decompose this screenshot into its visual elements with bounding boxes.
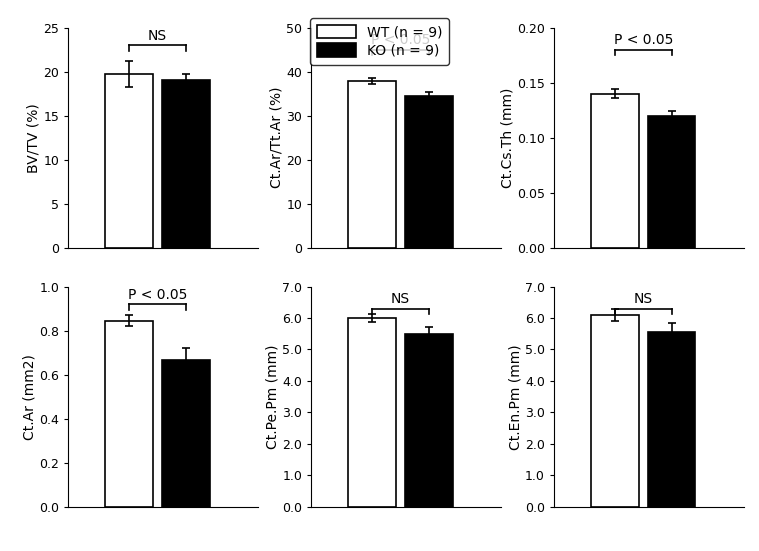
- Bar: [648, 332, 695, 507]
- Bar: [106, 74, 153, 248]
- Bar: [648, 116, 695, 248]
- Y-axis label: Ct.Cs.Th (mm): Ct.Cs.Th (mm): [500, 88, 515, 188]
- Bar: [162, 360, 209, 507]
- Bar: [405, 334, 452, 507]
- Text: P < 0.05: P < 0.05: [370, 34, 430, 47]
- Bar: [591, 94, 638, 248]
- Bar: [106, 321, 153, 507]
- Bar: [348, 318, 395, 507]
- Text: P < 0.05: P < 0.05: [128, 288, 187, 302]
- Text: NS: NS: [148, 29, 167, 43]
- Bar: [162, 80, 209, 248]
- Y-axis label: Ct.Pe.Pm (mm): Ct.Pe.Pm (mm): [266, 344, 279, 449]
- Bar: [591, 315, 638, 507]
- Text: P < 0.05: P < 0.05: [613, 34, 673, 47]
- Text: NS: NS: [634, 293, 653, 306]
- Y-axis label: Ct.En.Pm (mm): Ct.En.Pm (mm): [509, 344, 522, 450]
- Y-axis label: Ct.Ar (mm2): Ct.Ar (mm2): [23, 354, 36, 440]
- Y-axis label: BV/TV (%): BV/TV (%): [27, 103, 41, 172]
- Legend: WT (n = 9), KO (n = 9): WT (n = 9), KO (n = 9): [310, 18, 449, 65]
- Bar: [405, 96, 452, 248]
- Bar: [348, 82, 395, 248]
- Text: NS: NS: [391, 293, 410, 306]
- Y-axis label: Ct.Ar/Tt.Ar (%): Ct.Ar/Tt.Ar (%): [269, 87, 283, 188]
